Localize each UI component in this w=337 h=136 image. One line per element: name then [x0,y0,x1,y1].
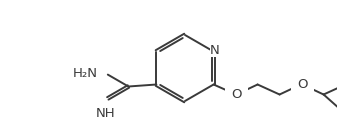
Text: NH: NH [96,107,116,120]
Text: O: O [297,78,308,91]
Text: N: N [210,44,219,57]
Text: H₂N: H₂N [73,67,98,80]
Text: O: O [231,88,242,101]
